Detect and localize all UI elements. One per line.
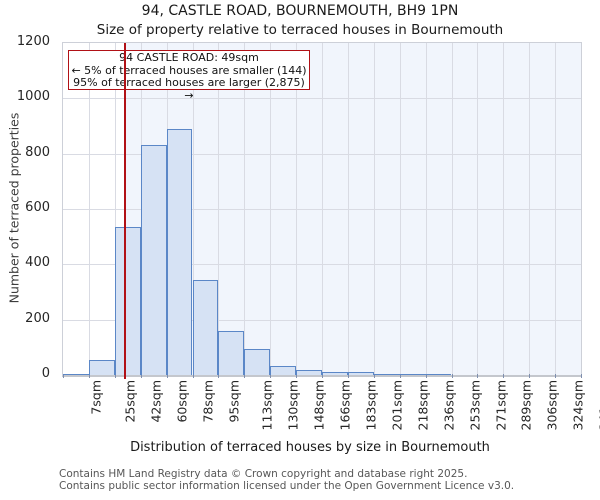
v-gridline	[218, 43, 219, 375]
v-gridline	[374, 43, 375, 375]
x-tick-label: 218sqm	[415, 380, 431, 431]
attribution-line2: Contains public sector information licen…	[59, 479, 515, 492]
y-tick-label: 800	[25, 144, 50, 160]
v-gridline	[452, 43, 453, 375]
y-tick-label: 600	[25, 200, 50, 215]
x-tick-mark	[89, 374, 90, 378]
property-size-marker-line	[123, 43, 126, 379]
histogram-bar	[114, 226, 141, 375]
v-gridline	[244, 43, 245, 375]
histogram-bar	[166, 128, 193, 375]
x-tick-label: 236sqm	[441, 380, 457, 431]
x-tick-label: 201sqm	[389, 380, 405, 431]
x-tick-mark	[529, 374, 530, 378]
v-gridline	[193, 43, 194, 375]
x-tick-label: 130sqm	[285, 380, 301, 431]
y-tick-label: 1200	[16, 34, 50, 49]
x-tick-label: 306sqm	[544, 380, 560, 431]
histogram-bar	[192, 279, 219, 375]
histogram-bar	[218, 330, 245, 375]
v-gridline	[89, 43, 90, 375]
attribution: Contains HM Land Registry data © Crown c…	[59, 468, 515, 492]
x-tick-mark	[270, 374, 271, 378]
histogram-bar	[322, 372, 348, 375]
x-tick-label: 95sqm	[226, 380, 242, 423]
x-tick-mark	[477, 374, 478, 378]
y-tick-label: 1000	[16, 89, 50, 105]
x-tick-label: 42sqm	[148, 380, 164, 423]
histogram-bar	[270, 365, 297, 375]
x-tick-label: 113sqm	[259, 380, 275, 431]
x-tick-label: 271sqm	[492, 380, 508, 431]
chart-title: 94, CASTLE ROAD, BOURNEMOUTH, BH9 1PN	[141, 3, 459, 19]
x-tick-mark	[348, 374, 349, 378]
x-tick-mark	[426, 374, 427, 378]
x-tick-mark	[115, 374, 116, 378]
histogram-bar	[88, 359, 115, 375]
x-tick-mark	[555, 374, 556, 378]
x-tick-label: 148sqm	[311, 380, 327, 431]
plot-area: 94 CASTLE ROAD: 49sqm ← 5% of terraced h…	[62, 42, 582, 379]
x-tick-mark	[374, 374, 375, 378]
x-tick-mark	[218, 374, 219, 378]
x-axis-title: Distribution of terraced houses by size …	[130, 440, 490, 455]
v-gridline	[555, 43, 556, 375]
annotation-line1: 94 CASTLE ROAD: 49sqm	[119, 51, 259, 64]
x-tick-mark	[452, 374, 453, 378]
y-axis-ticks: 0 200 400 600 800 1000 1200	[0, 34, 56, 381]
histogram-bar	[296, 370, 322, 375]
histogram-bar	[399, 374, 426, 375]
y-tick-label: 400	[25, 255, 50, 271]
attribution-line1: Contains HM Land Registry data © Crown c…	[59, 468, 468, 480]
x-tick-mark	[193, 374, 194, 378]
v-gridline	[426, 43, 427, 375]
v-gridline	[529, 43, 530, 375]
x-tick-label: 166sqm	[337, 380, 353, 431]
v-gridline	[477, 43, 478, 375]
histogram-bar	[373, 373, 400, 375]
annotation-line2: ← 5% of terraced houses are smaller (144…	[71, 63, 307, 77]
histogram-bar	[140, 145, 167, 375]
histogram-bar	[347, 371, 374, 375]
x-tick-label: 324sqm	[570, 380, 586, 431]
x-tick-mark	[503, 374, 504, 378]
annotation-box: 94 CASTLE ROAD: 49sqm ← 5% of terraced h…	[68, 50, 310, 102]
x-tick-mark	[167, 374, 168, 378]
v-gridline	[296, 43, 297, 375]
v-gridline	[400, 43, 401, 375]
x-tick-mark	[400, 374, 401, 378]
x-tick-mark	[63, 374, 64, 378]
annotation-line3: 95% of terraced houses are larger (2,875…	[73, 76, 305, 102]
y-tick-label: 200	[25, 310, 50, 326]
x-tick-mark	[141, 374, 142, 378]
y-tick-label: 0	[41, 366, 50, 381]
x-tick-label: 253sqm	[467, 380, 483, 431]
x-tick-label: 78sqm	[200, 380, 216, 423]
v-gridline	[503, 43, 504, 375]
x-tick-label: 183sqm	[363, 380, 379, 431]
histogram-bar	[63, 373, 89, 375]
histogram-bar	[244, 348, 271, 375]
v-gridline	[115, 43, 116, 375]
v-gridline	[322, 43, 323, 375]
x-tick-label: 289sqm	[518, 380, 534, 431]
x-tick-mark	[581, 374, 582, 378]
chart-subtitle: Size of property relative to terraced ho…	[96, 22, 504, 38]
x-tick-mark	[296, 374, 297, 378]
x-tick-label: 60sqm	[174, 380, 190, 423]
x-tick-label: 7sqm	[88, 380, 104, 415]
v-gridline	[270, 43, 271, 375]
histogram-bar	[425, 374, 452, 375]
v-gridline	[348, 43, 349, 375]
x-tick-label: 25sqm	[122, 380, 138, 423]
x-tick-mark	[322, 374, 323, 378]
x-tick-mark	[244, 374, 245, 378]
